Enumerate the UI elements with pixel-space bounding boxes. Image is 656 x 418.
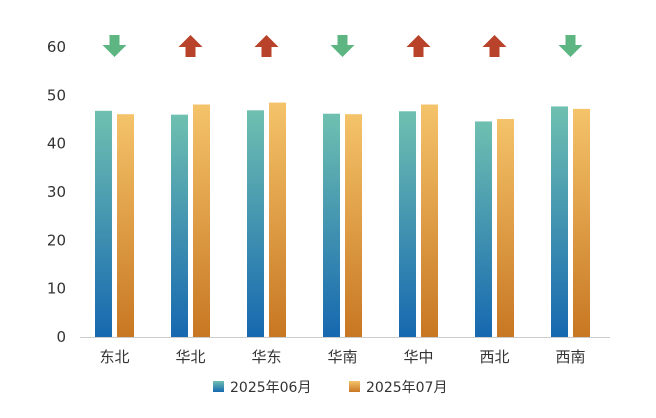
x-tick-label: 华中 [403, 348, 433, 366]
legend-label: 2025年07月 [366, 380, 447, 396]
legend-swatch [349, 381, 360, 392]
y-tick-label: 0 [56, 328, 66, 346]
x-tick-label: 东北 [99, 348, 129, 366]
legend-label: 2025年06月 [230, 380, 311, 396]
bar-series-1-2 [247, 110, 264, 337]
up-arrow-icon [482, 35, 507, 57]
bar-series-2-1 [193, 104, 210, 338]
bar-series-2-5 [497, 119, 514, 338]
bar-series-1-4 [399, 111, 416, 338]
y-tick-label: 10 [47, 280, 66, 298]
trend-arrows [102, 35, 583, 57]
up-arrow-icon [178, 35, 203, 57]
legend-swatch [213, 381, 224, 392]
x-tick-label: 华南 [327, 348, 357, 366]
x-tick-label: 西北 [479, 348, 509, 366]
up-arrow-icon [406, 35, 431, 57]
down-arrow-icon [102, 35, 127, 57]
y-tick-label: 30 [47, 183, 66, 201]
bar-series-2-2 [269, 102, 286, 337]
x-tick-label: 华东 [251, 348, 281, 366]
bar-series-2-0 [117, 114, 134, 337]
up-arrow-icon [254, 35, 279, 57]
bar-series-1-0 [95, 110, 112, 337]
x-tick-label: 华北 [175, 348, 205, 366]
bar-series-1-1 [171, 114, 188, 338]
bar-series-1-3 [323, 113, 340, 337]
bar-series-2-6 [573, 108, 590, 337]
bar-series-1-6 [551, 106, 568, 337]
y-tick-label: 40 [47, 135, 66, 153]
y-tick-label: 60 [47, 38, 66, 56]
down-arrow-icon [558, 35, 583, 57]
x-axis-labels: 东北 华北 华东 华南 华中 西北 西南 [99, 348, 585, 366]
y-tick-label: 20 [47, 231, 66, 249]
bar-series-2-3 [345, 114, 362, 337]
legend: 2025年06月 2025年07月 [213, 380, 447, 396]
bar-series-2-4 [421, 104, 438, 338]
bars [95, 102, 590, 338]
y-tick-label: 50 [47, 86, 66, 104]
bar-series-1-5 [475, 121, 492, 337]
down-arrow-icon [330, 35, 355, 57]
y-axis-ticks: 0 10 20 30 40 50 60 [47, 38, 66, 346]
x-tick-label: 西南 [555, 348, 585, 366]
